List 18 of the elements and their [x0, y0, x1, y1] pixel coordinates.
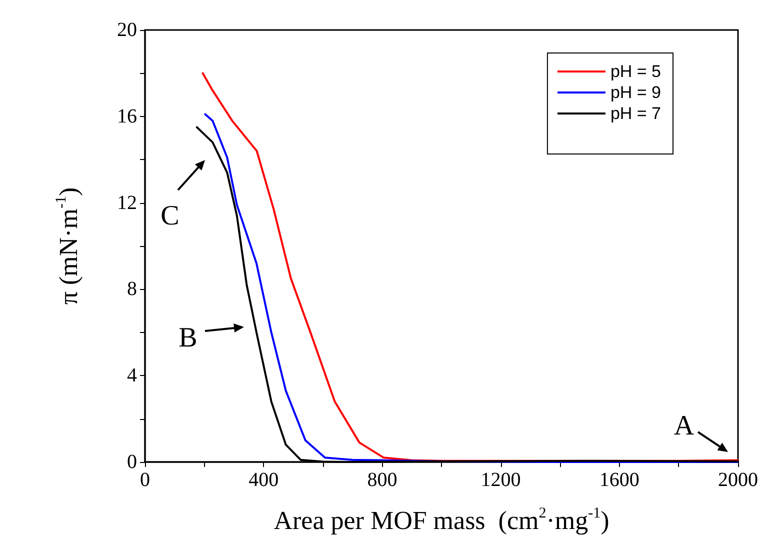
annotation: B — [178, 322, 198, 354]
legend-label: pH = 9 — [610, 83, 661, 102]
x-tick-label: 800 — [367, 469, 398, 491]
x-tick-label: 1600 — [599, 469, 640, 491]
legend-label: pH = 5 — [610, 62, 661, 81]
y-tick-label: 8 — [127, 278, 137, 300]
legend-label: pH = 7 — [610, 104, 661, 123]
x-tick-label: 2000 — [718, 469, 758, 491]
annotation: C — [160, 200, 180, 232]
x-tick-label: 1200 — [480, 469, 521, 491]
y-tick-label: 20 — [117, 19, 137, 41]
annotation: A — [674, 410, 695, 442]
y-tick-label: 12 — [117, 192, 137, 214]
y-tick-label: 16 — [117, 105, 137, 128]
y-axis-title: π (mN·m-1) — [54, 187, 83, 305]
y-tick-label: 0 — [127, 451, 137, 473]
y-tick-label: 4 — [127, 364, 137, 387]
x-tick-label: 400 — [248, 469, 279, 491]
